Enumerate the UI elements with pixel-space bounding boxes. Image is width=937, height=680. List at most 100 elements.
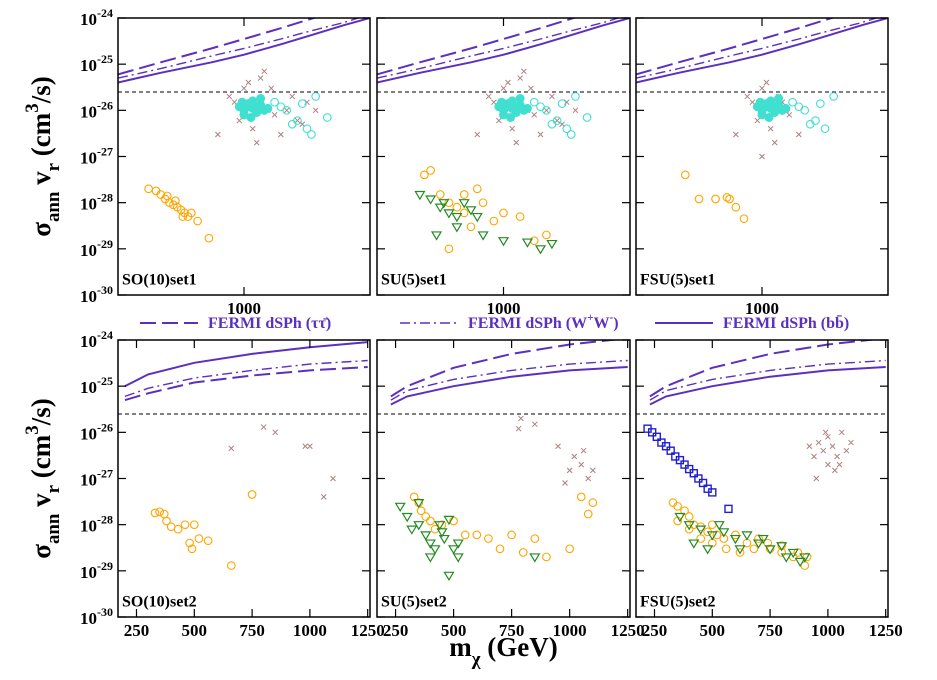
point-dot [263, 103, 273, 113]
point-circle [452, 202, 462, 212]
point-dot [256, 94, 266, 104]
plot-frame [635, 339, 889, 618]
point-x [820, 447, 827, 454]
point-triangle [438, 534, 450, 545]
point-x [257, 75, 264, 81]
point-circle [194, 534, 204, 543]
point-square [652, 432, 662, 442]
point-circle [694, 194, 704, 204]
point-dot [237, 97, 247, 107]
point-triangle [438, 199, 450, 209]
point-triangle [443, 515, 455, 526]
point-x [831, 467, 838, 474]
point-triangle [477, 231, 489, 241]
tick-base: 10 [80, 609, 97, 628]
limit-line [377, 18, 630, 84]
x-tick-label: 1000 [745, 299, 779, 318]
point-dot [506, 112, 516, 122]
text-part: FERMI dSPh (bb̄) [723, 313, 849, 332]
plot-frame [117, 339, 371, 618]
point-x [531, 111, 538, 118]
point-triangle [534, 245, 547, 255]
tick-exponent: -30 [97, 605, 113, 619]
point-circle [472, 530, 482, 540]
point-dot [499, 110, 508, 120]
point-circle [749, 544, 759, 554]
point-circle [721, 544, 731, 554]
text-part: r [43, 485, 64, 493]
point-circle [203, 536, 213, 546]
tick-exponent: -27 [97, 466, 113, 480]
point-circle [529, 97, 539, 107]
point-circle [829, 92, 839, 101]
point-x [566, 467, 573, 474]
panel-label: FSU(5)set2 [640, 594, 716, 611]
point-x [549, 93, 555, 100]
text-part: r [43, 163, 64, 171]
point-square [724, 504, 733, 514]
tick-base: 10 [80, 332, 97, 351]
point-dot [511, 102, 521, 112]
point-circle [150, 508, 160, 518]
point-circle [409, 492, 419, 502]
point-triangle [521, 238, 534, 248]
point-circle [802, 552, 812, 562]
plot-frame [376, 17, 631, 296]
point-circle [226, 561, 236, 570]
point-circle [276, 102, 286, 112]
point-circle [144, 184, 153, 194]
y-tick-label: 10-27 [80, 466, 113, 489]
text-part: /s) [26, 398, 56, 426]
point-x [260, 424, 267, 430]
point-circle [562, 124, 572, 134]
y-tick-label: 10-25 [80, 374, 113, 397]
point-circle [680, 506, 689, 516]
point-circle [588, 498, 598, 507]
point-triangle [448, 545, 460, 555]
y-tick-label: 10-24 [80, 6, 113, 29]
limit-line [636, 18, 879, 79]
y-tick-label: 10-25 [80, 52, 113, 75]
point-x [829, 443, 836, 450]
point-circle [565, 544, 575, 554]
point-x [754, 117, 761, 124]
point-triangle [471, 212, 483, 223]
point-triangle [688, 539, 700, 549]
tick-exponent: -24 [97, 328, 113, 342]
tick-base: 10 [80, 287, 97, 306]
point-circle [478, 198, 488, 208]
point-circle [557, 99, 567, 108]
limit-line [390, 359, 628, 401]
point-triangle [695, 525, 707, 535]
point-circle [287, 119, 297, 129]
x-tick-label: 1000 [811, 621, 845, 640]
text-part: ann [43, 513, 64, 544]
point-x [330, 475, 336, 482]
point-circle [547, 119, 557, 129]
point-x [813, 475, 820, 482]
point-circle [571, 92, 580, 101]
point-x [521, 68, 527, 75]
point-circle [793, 548, 803, 557]
point-triangle [443, 571, 455, 581]
point-triangle [394, 502, 406, 512]
text-part: m [449, 632, 472, 662]
panel [377, 18, 630, 255]
tick-exponent: -24 [97, 6, 113, 20]
point-circle [566, 130, 576, 139]
x-tick-label: 1250 [869, 621, 903, 640]
limit-line [636, 18, 836, 76]
point-triangle [752, 539, 765, 549]
text-part: χ [471, 649, 481, 670]
point-dot [503, 102, 513, 112]
point-x [528, 85, 534, 92]
point-dot [755, 97, 765, 107]
point-triangle [414, 190, 426, 201]
point-x [786, 111, 793, 118]
point-circle [421, 512, 431, 521]
point-triangle [718, 528, 730, 538]
point-x [795, 131, 802, 138]
tick-base: 10 [80, 102, 97, 121]
point-circle [815, 99, 825, 108]
